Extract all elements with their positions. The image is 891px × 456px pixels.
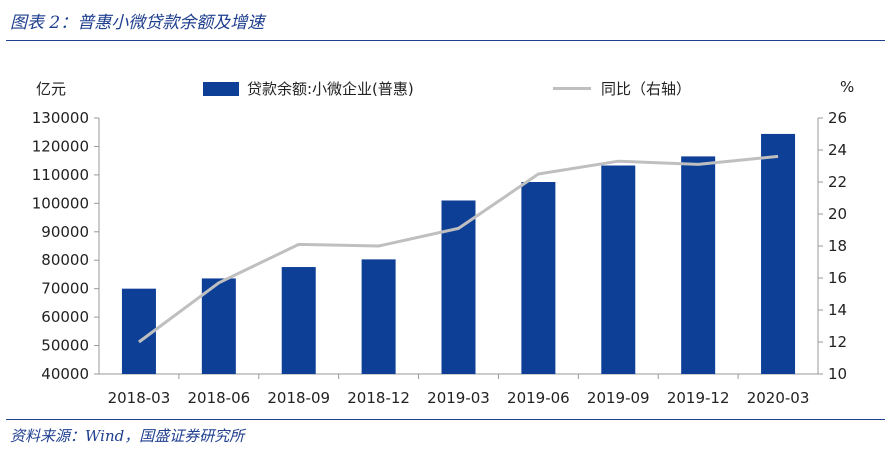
x-tick-label: 2020-03 [747, 389, 810, 407]
x-tick-label: 2019-09 [587, 389, 650, 407]
x-tick-label: 2019-03 [427, 389, 490, 407]
x-tick-label: 2018-06 [187, 389, 250, 407]
bar [681, 156, 716, 374]
x-tick-label: 2018-12 [347, 389, 410, 407]
left-tick-label: 40000 [41, 365, 89, 383]
left-axis-unit: 亿元 [36, 80, 67, 98]
right-tick-label: 22 [828, 173, 847, 191]
bar [201, 278, 236, 374]
left-tick-label: 50000 [41, 337, 89, 355]
right-tick-label: 18 [828, 237, 847, 255]
bar [281, 267, 316, 374]
bar [761, 133, 796, 374]
right-tick-label: 26 [828, 109, 847, 127]
left-tick-label: 130000 [32, 109, 89, 127]
legend-line-swatch [553, 87, 591, 90]
source-note: 资料来源：Wind，国盛证券研究所 [10, 427, 245, 445]
right-tick-label: 10 [828, 365, 847, 383]
left-tick-label: 90000 [41, 223, 89, 241]
bar [601, 165, 636, 374]
left-tick-label: 70000 [41, 280, 89, 298]
bottom-rule [6, 419, 885, 420]
right-tick-label: 16 [828, 269, 847, 287]
right-tick-label: 12 [828, 333, 847, 351]
x-tick-label: 2019-06 [507, 389, 570, 407]
x-tick-label: 2019-12 [667, 389, 730, 407]
legend-line-label: 同比（右轴） [601, 80, 692, 98]
bar [521, 182, 556, 374]
x-tick-label: 2018-09 [267, 389, 330, 407]
legend-item-bar: 贷款余额:小微企业(普惠) [203, 78, 414, 99]
left-tick-label: 80000 [41, 251, 89, 269]
left-tick-label: 60000 [41, 308, 89, 326]
right-tick-label: 20 [828, 205, 847, 223]
right-axis-unit: % [840, 78, 855, 96]
x-tick-label: 2018-03 [108, 389, 171, 407]
right-tick-label: 24 [828, 141, 847, 159]
left-tick-label: 110000 [32, 166, 89, 184]
bar [121, 288, 156, 374]
legend-bar-swatch [203, 81, 239, 96]
left-tick-label: 120000 [32, 137, 89, 155]
right-tick-label: 14 [828, 301, 847, 319]
legend-item-line: 同比（右轴） [553, 78, 691, 99]
legend-bar-label: 贷款余额:小微企业(普惠) [247, 80, 414, 98]
figure-title: 图表 2：普惠小微贷款余额及增速 [10, 13, 265, 33]
bar [441, 200, 476, 374]
top-rule [6, 40, 885, 41]
bar [361, 259, 396, 374]
left-tick-label: 100000 [32, 194, 89, 212]
